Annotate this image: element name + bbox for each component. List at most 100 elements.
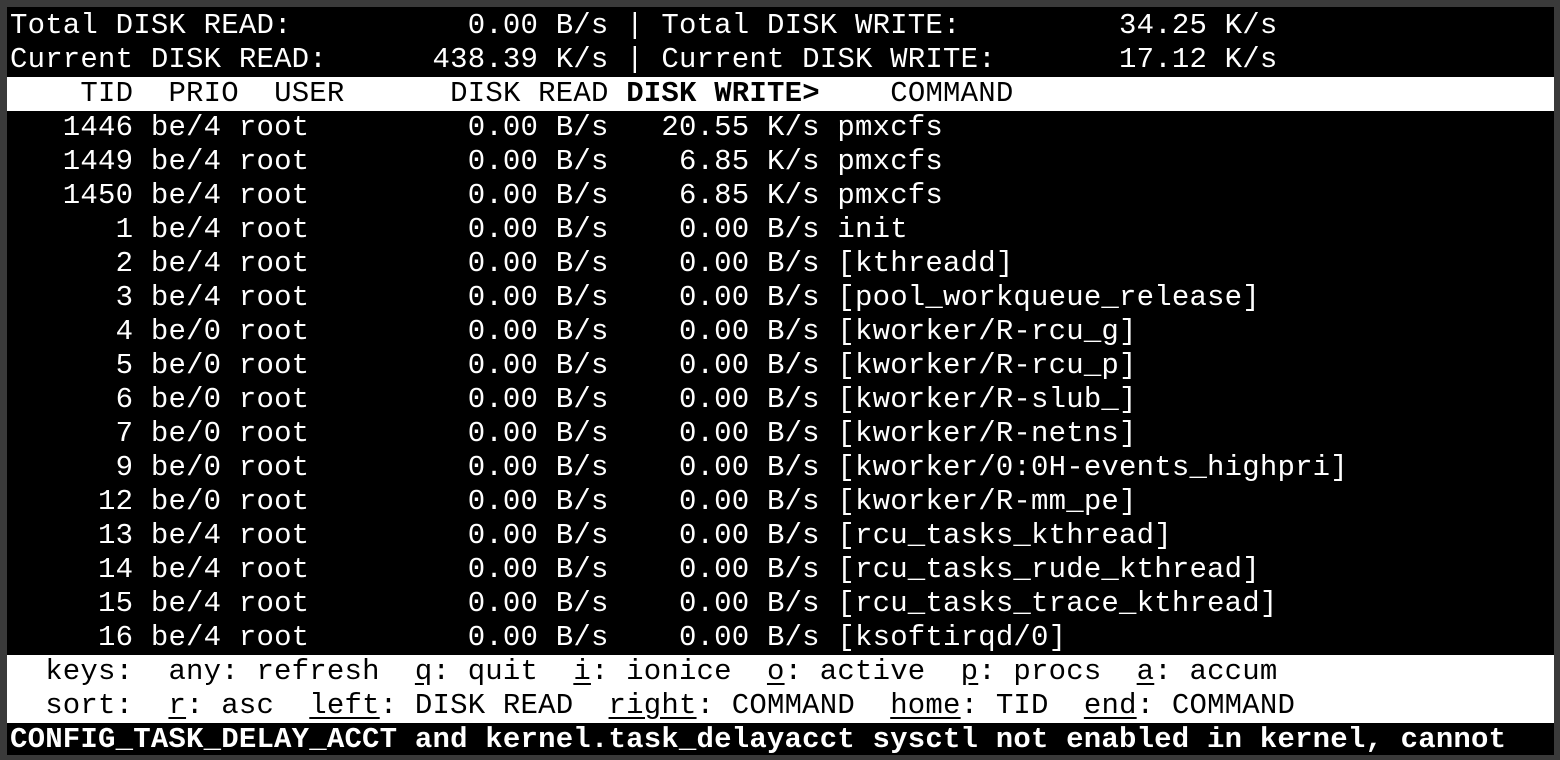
row-prio: be/0: [150, 485, 222, 518]
hotkey-o: o: [766, 655, 785, 688]
row-prio: be/0: [150, 417, 222, 450]
row-tid: 5: [10, 349, 134, 382]
row-disk-write: 0.00 B/s: [608, 519, 820, 552]
row-disk-write: 0.00 B/s: [608, 417, 820, 450]
row-disk-write: 0.00 B/s: [608, 247, 820, 280]
row-prio: be/4: [150, 145, 222, 178]
spacer: [820, 179, 838, 212]
spacer: [133, 451, 151, 484]
row-command: [rcu_tasks_rude_kthread]: [837, 553, 1260, 586]
hotkey-a: a: [1136, 655, 1155, 688]
row-prio: be/4: [150, 179, 222, 212]
row-user: root: [238, 451, 310, 484]
row-user: root: [238, 485, 310, 518]
row-disk-write: 0.00 B/s: [608, 587, 820, 620]
process-row[interactable]: 1450 be/4 root 0.00 B/s 6.85 K/s pmxcfs: [10, 179, 1554, 213]
total-read-label: Total DISK READ:: [10, 9, 292, 42]
row-prio: be/0: [150, 315, 222, 348]
spacer: [221, 417, 239, 450]
footer-label: sort:: [10, 689, 169, 722]
spacer: [961, 9, 1119, 42]
spacer: [327, 43, 433, 76]
row-tid: 1: [10, 213, 134, 246]
process-row[interactable]: 2 be/4 root 0.00 B/s 0.00 B/s [kthreadd]: [10, 247, 1554, 281]
hotkey-i: i: [573, 655, 591, 688]
spacer: [133, 519, 151, 552]
row-user: root: [238, 111, 310, 144]
spacer: [820, 145, 838, 178]
row-command: [rcu_tasks_kthread]: [837, 519, 1172, 552]
spacer: [133, 145, 151, 178]
process-row[interactable]: 1446 be/4 root 0.00 B/s 20.55 K/s pmxcfs: [10, 111, 1554, 145]
process-row[interactable]: 7 be/0 root 0.00 B/s 0.00 B/s [kworker/R…: [10, 417, 1554, 451]
spacer: [221, 315, 239, 348]
row-command: pmxcfs: [837, 145, 944, 178]
row-prio: be/0: [150, 383, 222, 416]
hotkey-end: end: [1083, 689, 1137, 722]
spacer: [221, 281, 239, 314]
row-prio: be/0: [150, 451, 222, 484]
spacer: [133, 485, 151, 518]
process-row[interactable]: 1449 be/4 root 0.00 B/s 6.85 K/s pmxcfs: [10, 145, 1554, 179]
row-disk-read: 0.00 B/s: [309, 621, 609, 654]
row-prio: be/4: [150, 281, 222, 314]
spacer: [221, 519, 239, 552]
process-row[interactable]: 9 be/0 root 0.00 B/s 0.00 B/s [kworker/0…: [10, 451, 1554, 485]
process-row[interactable]: 14 be/4 root 0.00 B/s 0.00 B/s [rcu_task…: [10, 553, 1554, 587]
row-disk-read: 0.00 B/s: [309, 247, 609, 280]
column-prio[interactable]: PRIO: [168, 77, 239, 110]
row-disk-read: 0.00 B/s: [309, 417, 609, 450]
spacer: [820, 485, 838, 518]
hotkey-action: : ionice: [590, 655, 767, 688]
row-disk-read: 0.00 B/s: [309, 111, 609, 144]
row-tid: 12: [10, 485, 134, 518]
row-user: root: [238, 587, 310, 620]
spacer: [133, 349, 151, 382]
row-tid: 9: [10, 451, 134, 484]
process-row[interactable]: 16 be/4 root 0.00 B/s 0.00 B/s [ksoftirq…: [10, 621, 1554, 655]
row-command: [rcu_tasks_trace_kthread]: [837, 587, 1278, 620]
process-row[interactable]: 12 be/0 root 0.00 B/s 0.00 B/s [kworker/…: [10, 485, 1554, 519]
row-disk-write: 0.00 B/s: [608, 213, 820, 246]
process-row[interactable]: 13 be/4 root 0.00 B/s 0.00 B/s [rcu_task…: [10, 519, 1554, 553]
hotkey-home: home: [890, 689, 961, 722]
row-user: root: [238, 315, 310, 348]
process-row[interactable]: 3 be/4 root 0.00 B/s 0.00 B/s [pool_work…: [10, 281, 1554, 315]
spacer: [820, 281, 838, 314]
row-command: [kthreadd]: [837, 247, 1014, 280]
process-row[interactable]: 1 be/4 root 0.00 B/s 0.00 B/s init: [10, 213, 1554, 247]
row-user: root: [238, 179, 310, 212]
row-disk-read: 0.00 B/s: [309, 383, 609, 416]
hotkey-right: right: [608, 689, 697, 722]
row-command: [kworker/R-slub_]: [837, 383, 1137, 416]
column-user[interactable]: USER: [274, 77, 345, 110]
row-user: root: [238, 519, 310, 552]
spacer: [820, 451, 838, 484]
spacer: [820, 553, 838, 586]
column-disk-write-sorted[interactable]: DISK WRITE>: [626, 77, 820, 110]
column-command[interactable]: COMMAND: [890, 77, 1014, 110]
terminal-window[interactable]: Total DISK READ: 0.00 B/s | Total DISK W…: [7, 7, 1554, 755]
spacer: [133, 247, 151, 280]
column-disk-read[interactable]: DISK READ: [450, 77, 609, 110]
summary-current-line: Current DISK READ: 438.39 K/s | Current …: [10, 43, 1554, 77]
spacer: [820, 383, 838, 416]
row-tid: 14: [10, 553, 134, 586]
total-write-label: Total DISK WRITE:: [661, 9, 961, 42]
current-write-label: Current DISK WRITE:: [661, 43, 996, 76]
row-prio: be/4: [150, 111, 222, 144]
process-row[interactable]: 4 be/0 root 0.00 B/s 0.00 B/s [kworker/R…: [10, 315, 1554, 349]
row-disk-read: 0.00 B/s: [309, 485, 609, 518]
row-prio: be/0: [150, 349, 222, 382]
row-prio: be/4: [150, 621, 222, 654]
process-row[interactable]: 15 be/4 root 0.00 B/s 0.00 B/s [rcu_task…: [10, 587, 1554, 621]
spacer: [221, 349, 239, 382]
row-tid: 15: [10, 587, 134, 620]
hotkey-action: : asc: [186, 689, 310, 722]
spacer: [820, 519, 838, 552]
column-tid[interactable]: TID: [80, 77, 134, 110]
process-row[interactable]: 5 be/0 root 0.00 B/s 0.00 B/s [kworker/R…: [10, 349, 1554, 383]
row-disk-read: 0.00 B/s: [309, 553, 609, 586]
row-disk-write: 0.00 B/s: [608, 315, 820, 348]
process-row[interactable]: 6 be/0 root 0.00 B/s 0.00 B/s [kworker/R…: [10, 383, 1554, 417]
